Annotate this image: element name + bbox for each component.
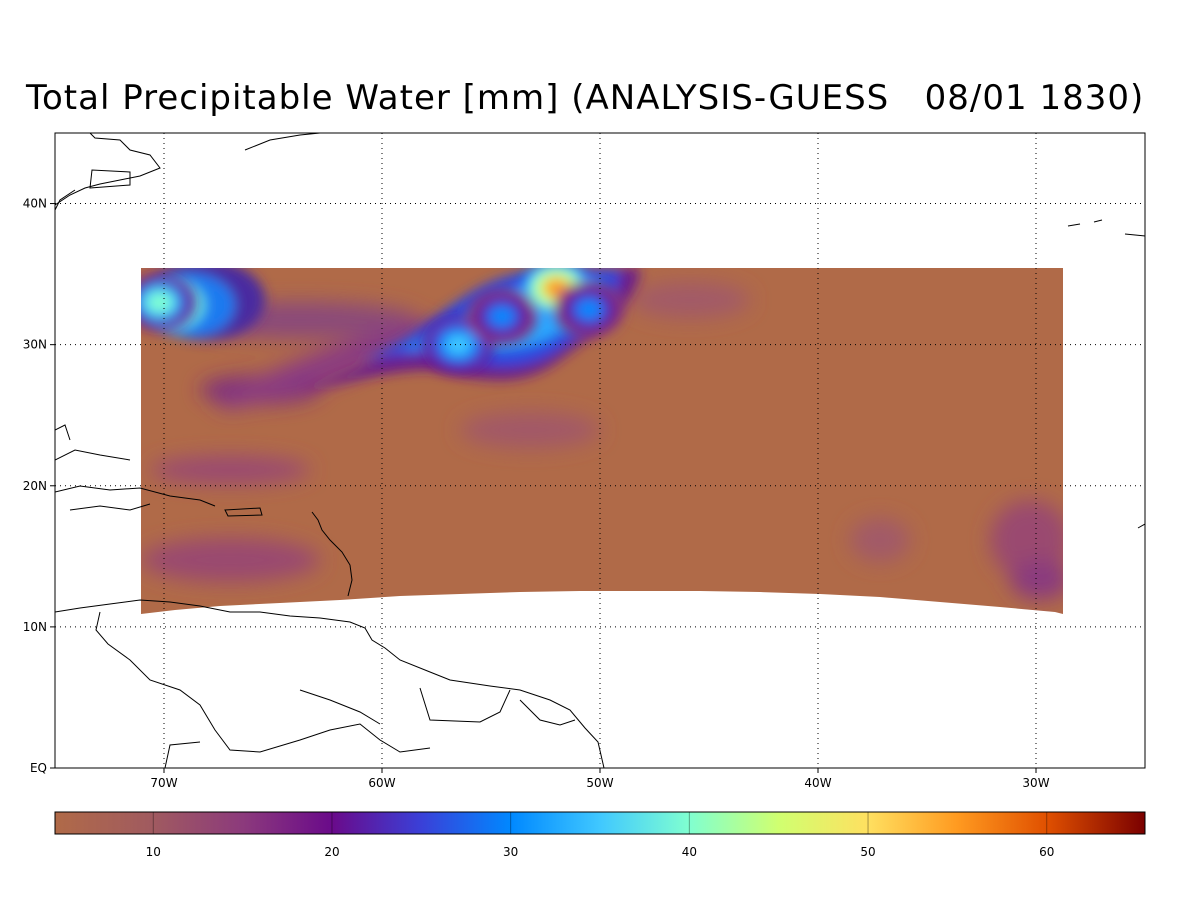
tpw-peak (445, 334, 471, 355)
border-lines (164, 741, 201, 768)
colorbar (54, 811, 1146, 835)
colorbar-tick-label: 30 (503, 845, 518, 859)
colorbar-tick-label: 60 (1039, 845, 1054, 859)
anomaly-streak (850, 518, 910, 562)
border-lines (419, 687, 511, 723)
colorbar-tick-label: 40 (682, 845, 697, 859)
border-lines (299, 689, 381, 725)
coastline-south-america (55, 599, 605, 768)
coastline-azores (1093, 219, 1103, 223)
colorbar-axis: 10 20 30 40 50 60 (146, 812, 1054, 859)
anomaly-streak (460, 412, 600, 448)
border-lines (519, 699, 576, 726)
border-lines (89, 169, 131, 189)
anomaly-streak (217, 321, 443, 409)
colorbar-tick-label: 50 (860, 845, 875, 859)
latitude-tick-label: EQ (30, 761, 47, 775)
longitude-tick-label: 30W (1022, 776, 1049, 790)
anomaly-streak (990, 500, 1063, 580)
anomaly-streak (141, 538, 320, 582)
colorbar-tick-label: 10 (146, 845, 161, 859)
longitude-tick-label: 70W (150, 776, 177, 790)
latitude-tick-label: 40N (23, 197, 47, 211)
latitude-tick-label: 10N (23, 620, 47, 634)
border-lines (95, 611, 431, 753)
coastlines (55, 133, 1145, 768)
anomaly-streak (630, 282, 750, 318)
anomaly-streak (150, 456, 310, 484)
colorbar-tick-label: 20 (324, 845, 339, 859)
coastline-puerto-rico (224, 507, 263, 517)
tpw-peak (147, 292, 173, 313)
coastline-bahamas (55, 449, 131, 461)
anomaly-streak (1010, 560, 1063, 600)
coastline-bahamas (55, 424, 71, 441)
coastline-hispaniola (69, 503, 151, 511)
coastline-azores (1124, 233, 1145, 237)
coastline-lesser-antilles (311, 511, 353, 597)
tpw-peaks (141, 268, 625, 373)
latitude-tick-label: 20N (23, 479, 47, 493)
longitude-tick-label: 50W (586, 776, 613, 790)
page-title: Total Precipitable Water [mm] (ANALYSIS-… (26, 78, 1145, 118)
coastline-cape-verde (1137, 523, 1145, 529)
coastline-north-america (55, 189, 76, 211)
tpw-swath (141, 268, 1063, 614)
latitude-tick-label: 30N (23, 338, 47, 352)
tpw-peak (576, 299, 602, 320)
map-grid (55, 133, 1145, 768)
latitude-axis: EQ 10N 20N 30N 40N (23, 197, 55, 775)
coastline-north-america (55, 133, 161, 206)
longitude-tick-label: 60W (368, 776, 395, 790)
longitude-axis: 70W 60W 50W 40W 30W (150, 768, 1050, 790)
coastline-nova-scotia (244, 133, 321, 151)
coastline-azores (1067, 223, 1081, 227)
tpw-peak (489, 306, 515, 327)
longitude-tick-label: 40W (804, 776, 831, 790)
